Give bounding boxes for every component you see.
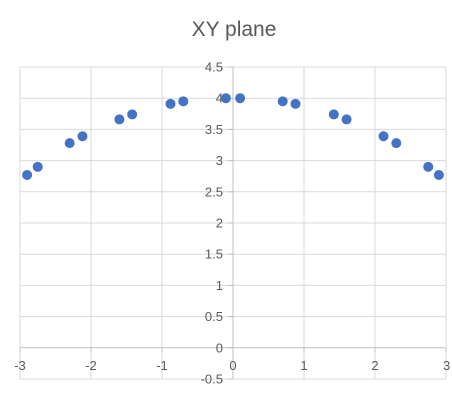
y-tick-label: 1 (216, 278, 223, 293)
x-tick-label: 3 (443, 358, 450, 373)
data-point (22, 169, 33, 180)
x-tick-label: -1 (156, 358, 168, 373)
data-point (423, 161, 434, 172)
x-tick-label: 2 (371, 358, 378, 373)
y-tick-label: 3.5 (205, 122, 223, 137)
data-point (165, 98, 176, 109)
data-point (433, 169, 444, 180)
x-tick-label: 1 (300, 358, 307, 373)
data-point (77, 131, 88, 142)
data-point (277, 96, 288, 107)
y-tick-label: 0.5 (205, 309, 223, 324)
y-tick-label: -0.5 (201, 372, 223, 387)
data-point (391, 138, 402, 149)
data-point (235, 93, 246, 104)
y-tick-label: 4.5 (205, 60, 223, 75)
data-point (178, 96, 189, 107)
data-point (341, 114, 352, 125)
x-tick-label: -2 (85, 358, 97, 373)
x-tick-label: 0 (229, 358, 236, 373)
x-tick-label: -3 (14, 358, 26, 373)
data-point (32, 161, 43, 172)
tick-labels: -3 -2 -1 0 1 2 3 -0.5 0 0.5 1 1.5 2 2.5 3 3.5 4 4.5 (14, 60, 450, 387)
axes (19, 66, 447, 380)
y-tick-label: 4 (216, 91, 223, 106)
data-points (22, 93, 444, 180)
data-point (64, 138, 75, 149)
data-point (127, 109, 138, 120)
y-tick-label: 2.5 (205, 184, 223, 199)
y-tick-label: 1.5 (205, 247, 223, 262)
y-tick-label: 3 (216, 153, 223, 168)
y-tick-label: 0 (216, 340, 223, 355)
data-point (328, 109, 339, 120)
data-point (290, 98, 301, 109)
data-point (220, 93, 231, 104)
data-point (378, 131, 389, 142)
y-tick-label: 2 (216, 216, 223, 231)
data-point (114, 114, 125, 125)
chart-title: XY plane (192, 18, 277, 41)
